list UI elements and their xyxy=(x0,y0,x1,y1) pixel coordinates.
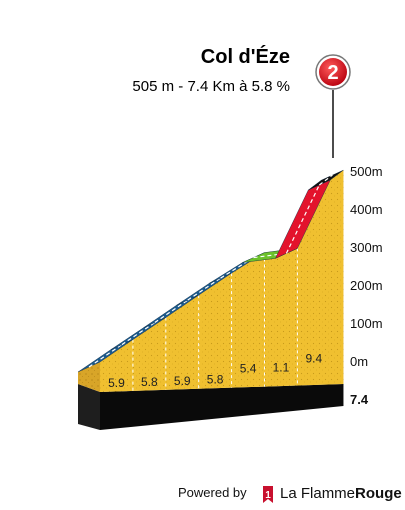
brand-name-bold: Rouge xyxy=(355,485,402,502)
segment-centre-line xyxy=(318,174,333,186)
climb-number: 2 xyxy=(327,62,338,84)
segment-gradient-label: 9.4 xyxy=(306,351,323,365)
profile-front-face xyxy=(100,170,344,392)
brand-name: La FlammeRouge xyxy=(280,485,402,502)
laflammerouge-logo-icon: 1 xyxy=(263,486,273,503)
altitude-tick-label: 300m xyxy=(350,240,383,255)
altitude-tick-label: 0m xyxy=(350,354,368,369)
altitude-tick-label: 400m xyxy=(350,202,383,217)
climb-subtitle: 505 m - 7.4 Km à 5.8 % xyxy=(132,78,290,95)
powered-by-label: Powered by xyxy=(178,485,247,500)
km-tick-label: 6 xyxy=(294,420,301,435)
segment-gradient-label: 5.8 xyxy=(207,373,224,387)
km-tick-label: 2 xyxy=(162,424,169,439)
altitude-tick-label: 100m xyxy=(350,316,383,331)
total-distance-label: 7.4 xyxy=(350,392,369,407)
km-tick-label: 1 xyxy=(129,425,136,440)
profile-base xyxy=(100,384,344,430)
km-tick-label: 3 xyxy=(195,423,202,438)
brand-name-light: La Flamme xyxy=(280,485,355,502)
climb-number-badge: 2 xyxy=(315,54,351,90)
segment-gradient-label: 1.1 xyxy=(273,361,290,375)
climb-title: Col d'Éze xyxy=(201,45,290,68)
segment-centre-line xyxy=(285,184,320,254)
km-tick-label: 5 xyxy=(261,421,268,436)
altitude-tick-label: 500m xyxy=(350,164,383,179)
segment-gradient-label: 5.9 xyxy=(174,374,191,388)
segment-centre-line xyxy=(253,252,287,259)
svg-text:1: 1 xyxy=(265,490,271,501)
segment-gradient-label: 5.8 xyxy=(141,375,158,389)
segment-gradient-label: 5.4 xyxy=(240,362,257,376)
segment-gradient-label: 5.9 xyxy=(108,376,125,390)
km-tick-label: 4 xyxy=(228,422,235,437)
profile-base-side xyxy=(78,384,100,430)
altitude-tick-label: 200m xyxy=(350,278,383,293)
